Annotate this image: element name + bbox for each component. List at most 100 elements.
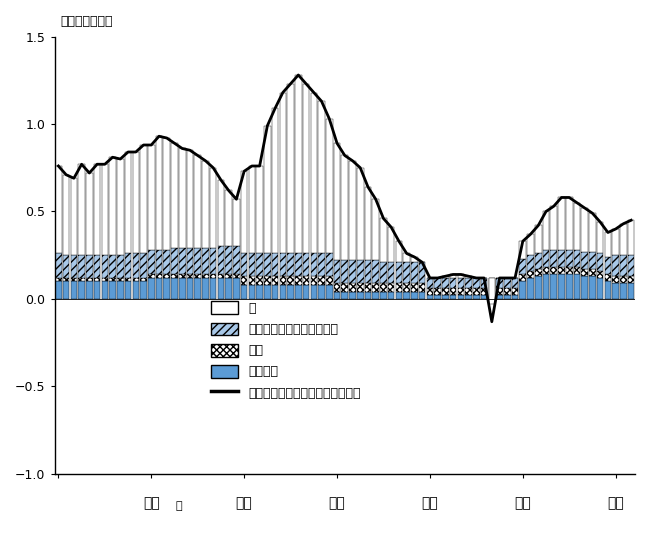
- Bar: [372, 199, 379, 260]
- Bar: [79, 255, 85, 278]
- Bar: [171, 278, 178, 299]
- Bar: [156, 274, 162, 278]
- Bar: [101, 281, 108, 299]
- Bar: [287, 253, 294, 276]
- Bar: [148, 145, 155, 250]
- Bar: [574, 250, 580, 268]
- Bar: [551, 274, 557, 299]
- Bar: [94, 164, 100, 255]
- Bar: [163, 138, 170, 250]
- Bar: [512, 295, 518, 299]
- Bar: [620, 276, 627, 283]
- Bar: [372, 292, 379, 299]
- Legend: 財, 一般サービス（除く家賃）, 家賃, 公共料金, ＣＰＩ（除く生鮮・エネルギー）: 財, 一般サービス（除く家賃）, 家賃, 公共料金, ＣＰＩ（除く生鮮・エネルギ…: [206, 296, 366, 405]
- Bar: [148, 274, 155, 278]
- Bar: [628, 255, 634, 276]
- Bar: [63, 175, 70, 255]
- Bar: [543, 268, 549, 274]
- Bar: [241, 171, 248, 253]
- Bar: [55, 166, 62, 253]
- Bar: [256, 253, 263, 276]
- Bar: [558, 274, 565, 299]
- Bar: [311, 92, 317, 253]
- Bar: [419, 292, 426, 299]
- Bar: [101, 164, 108, 255]
- Bar: [581, 269, 588, 276]
- Bar: [187, 274, 193, 278]
- Bar: [264, 126, 270, 253]
- Bar: [202, 161, 209, 248]
- Bar: [512, 289, 518, 295]
- Bar: [604, 274, 611, 281]
- Bar: [171, 248, 178, 274]
- Bar: [396, 283, 402, 292]
- Bar: [280, 253, 286, 276]
- Bar: [79, 164, 85, 255]
- Bar: [163, 278, 170, 299]
- Bar: [171, 143, 178, 248]
- Text: １４: １４: [143, 497, 160, 511]
- Bar: [504, 278, 511, 289]
- Bar: [101, 255, 108, 278]
- Bar: [450, 278, 456, 289]
- Bar: [481, 295, 488, 299]
- Bar: [326, 285, 333, 299]
- Bar: [179, 278, 185, 299]
- Bar: [140, 278, 147, 281]
- Bar: [125, 152, 131, 253]
- Bar: [558, 250, 565, 268]
- Text: １６: １６: [329, 497, 345, 511]
- Bar: [349, 260, 356, 283]
- Bar: [326, 253, 333, 276]
- Bar: [71, 178, 77, 255]
- Bar: [71, 255, 77, 278]
- Bar: [248, 166, 255, 253]
- Bar: [496, 295, 503, 299]
- Bar: [86, 255, 93, 278]
- Bar: [442, 278, 448, 289]
- Bar: [458, 274, 464, 278]
- Bar: [426, 289, 433, 295]
- Bar: [125, 253, 131, 278]
- Bar: [458, 295, 464, 299]
- Bar: [55, 281, 62, 299]
- Bar: [473, 295, 480, 299]
- Bar: [597, 253, 603, 271]
- Bar: [543, 211, 549, 250]
- Bar: [434, 278, 441, 289]
- Bar: [318, 101, 325, 253]
- Bar: [372, 283, 379, 292]
- Bar: [341, 155, 348, 260]
- Bar: [241, 285, 248, 299]
- Bar: [179, 274, 185, 278]
- Bar: [365, 292, 371, 299]
- Bar: [612, 229, 619, 255]
- Bar: [589, 276, 595, 299]
- Bar: [396, 262, 402, 283]
- Bar: [597, 222, 603, 253]
- Bar: [55, 253, 62, 278]
- Bar: [226, 278, 232, 299]
- Bar: [241, 253, 248, 276]
- Bar: [341, 292, 348, 299]
- Bar: [589, 252, 595, 269]
- Bar: [233, 199, 240, 247]
- Bar: [341, 260, 348, 283]
- Bar: [380, 292, 387, 299]
- Bar: [272, 285, 278, 299]
- Bar: [349, 161, 356, 260]
- Bar: [79, 278, 85, 281]
- Bar: [280, 92, 286, 253]
- Bar: [248, 276, 255, 285]
- Bar: [404, 292, 410, 299]
- Bar: [396, 241, 402, 262]
- Bar: [543, 250, 549, 268]
- Bar: [210, 168, 216, 248]
- Bar: [551, 206, 557, 250]
- Bar: [620, 255, 627, 276]
- Bar: [404, 283, 410, 292]
- Bar: [434, 289, 441, 295]
- Bar: [63, 255, 70, 278]
- Bar: [202, 274, 209, 278]
- Bar: [287, 276, 294, 285]
